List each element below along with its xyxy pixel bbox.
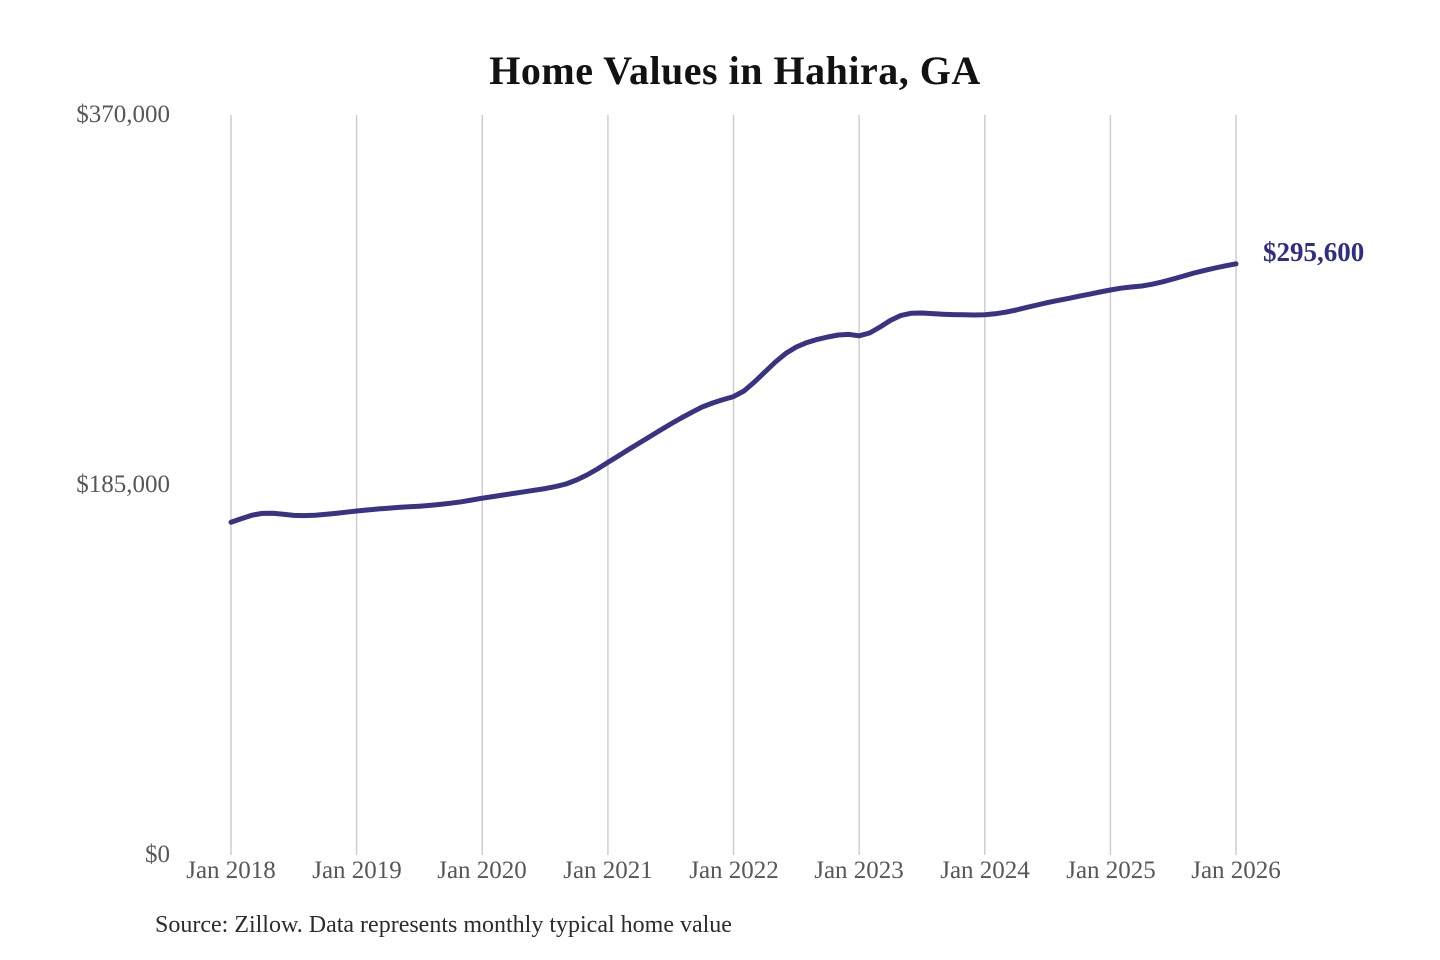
y-axis-tick-label-0: $0 xyxy=(145,841,170,868)
source-caption: Source: Zillow. Data represents monthly … xyxy=(155,912,732,938)
x-axis-tick-label-2023: Jan 2023 xyxy=(814,857,904,884)
y-axis-tick-label-370000: $370,000 xyxy=(76,101,170,128)
x-axis-tick-label-2020: Jan 2020 xyxy=(437,857,527,884)
chart-title: Home Values in Hahira, GA xyxy=(489,48,981,93)
x-axis-tick-label-2019: Jan 2019 xyxy=(312,857,402,884)
current-value-label: $295,600 xyxy=(1263,237,1365,267)
x-axis-tick-label-2024: Jan 2024 xyxy=(940,857,1030,884)
x-axis-tick-label-2022: Jan 2022 xyxy=(689,857,779,884)
x-axis-tick-label-2018: Jan 2018 xyxy=(186,857,276,884)
x-axis-tick-label-2026: Jan 2026 xyxy=(1191,857,1281,884)
x-axis-tick-label-2021: Jan 2021 xyxy=(563,857,653,884)
y-axis-tick-label-185000: $185,000 xyxy=(76,471,170,498)
x-axis-tick-label-2025: Jan 2025 xyxy=(1066,857,1156,884)
home-values-line xyxy=(228,261,1239,525)
